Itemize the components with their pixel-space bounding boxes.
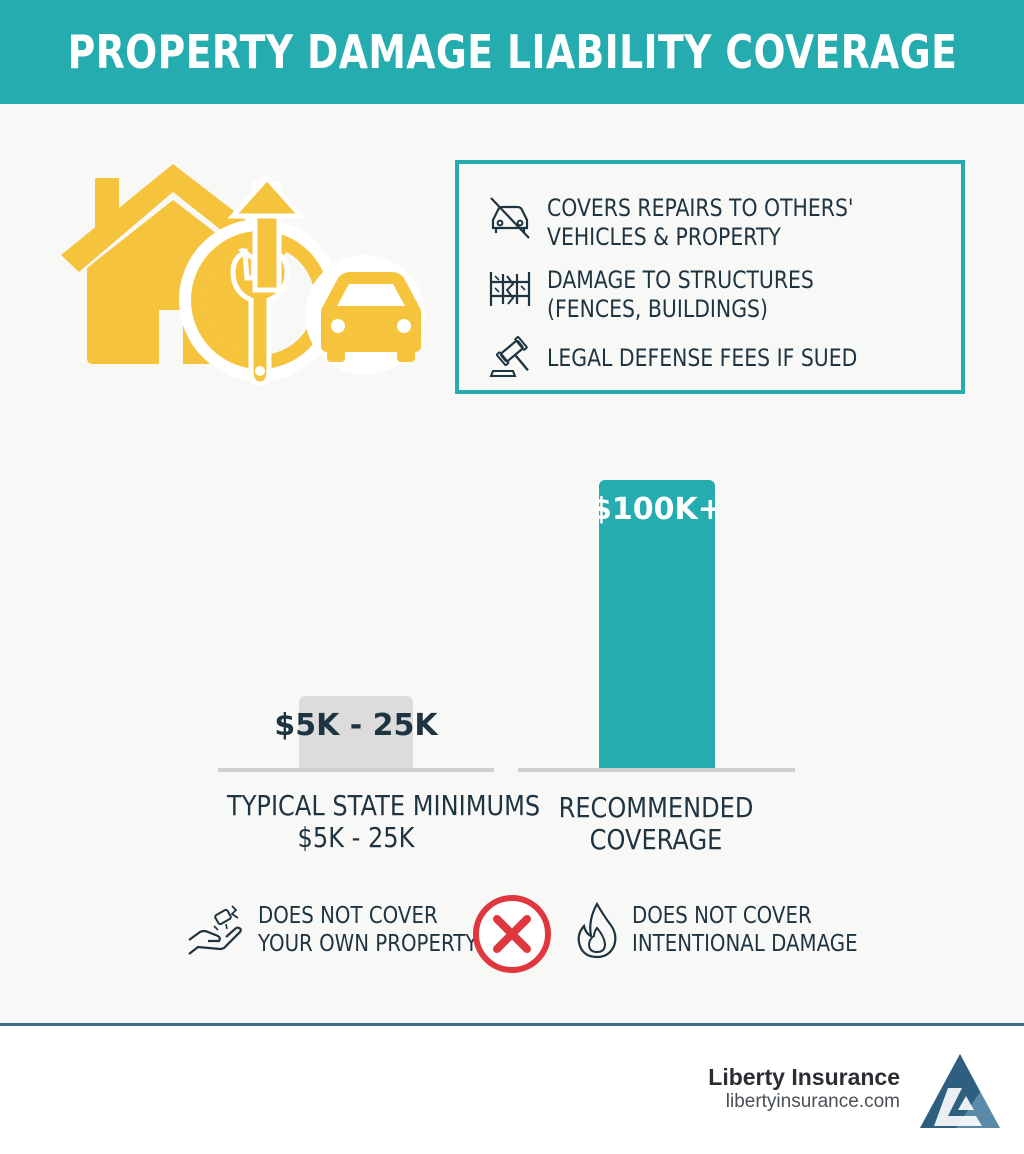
title-banner: PROPERTY DAMAGE LIABILITY COVERAGE — [0, 0, 1024, 104]
bar-state-minimums — [299, 696, 413, 768]
brand-url: libertyinsurance.com — [725, 1091, 900, 1112]
axis-baseline-left — [218, 768, 494, 772]
bar-value-label-recommended: $100K+ — [591, 492, 723, 527]
feature-item: DAMAGE TO STRUCTURES (FENCES, BUILDINGS) — [487, 266, 861, 324]
brand-name: Liberty Insurance — [708, 1064, 900, 1090]
exclusion-text: DOES NOT COVER INTENTIONAL DAMAGE — [632, 903, 858, 957]
feature-text: DAMAGE TO STRUCTURES (FENCES, BUILDINGS) — [547, 266, 814, 323]
exclusion-intentional-damage: DOES NOT COVER INTENTIONAL DAMAGE — [574, 900, 894, 960]
not-covered-x-icon — [473, 895, 551, 973]
hand-property-icon — [188, 905, 242, 955]
coverage-features-box: COVERS REPAIRS TO OTHERS' VEHICLES & PRO… — [455, 160, 965, 394]
category-label-state-minimums: TYPICAL STATE MINIMUMS $5K - 25K — [227, 789, 541, 854]
feature-text: LEGAL DEFENSE FEES IF SUED — [547, 344, 858, 372]
page-title: PROPERTY DAMAGE LIABILITY COVERAGE — [67, 25, 957, 79]
feature-item: LEGAL DEFENSE FEES IF SUED — [487, 336, 912, 382]
exclusion-text: DOES NOT COVER YOUR OWN PROPERTY — [258, 903, 478, 957]
fire-icon — [577, 901, 617, 959]
arrow-up-icon — [227, 174, 307, 293]
car-crossed-icon — [490, 197, 530, 239]
feature-item: COVERS REPAIRS TO OTHERS' VEHICLES & PRO… — [487, 194, 908, 252]
hero-illustration — [61, 164, 425, 387]
footer-divider — [0, 1023, 1024, 1026]
footer — [0, 1026, 1024, 1154]
triangle-logo-icon — [920, 1054, 1000, 1128]
gavel-icon — [489, 336, 529, 377]
fence-icon — [489, 272, 531, 306]
category-label-recommended: RECOMMENDED COVERAGE — [558, 791, 754, 856]
exclusion-own-property: DOES NOT COVER YOUR OWN PROPERTY — [186, 900, 513, 960]
car-icon — [305, 255, 425, 375]
axis-baseline-right — [518, 768, 795, 772]
feature-text: COVERS REPAIRS TO OTHERS' VEHICLES & PRO… — [547, 194, 854, 251]
bar-recommended — [599, 480, 715, 768]
bar-value-label-state-minimums: $5K - 25K — [274, 708, 438, 743]
